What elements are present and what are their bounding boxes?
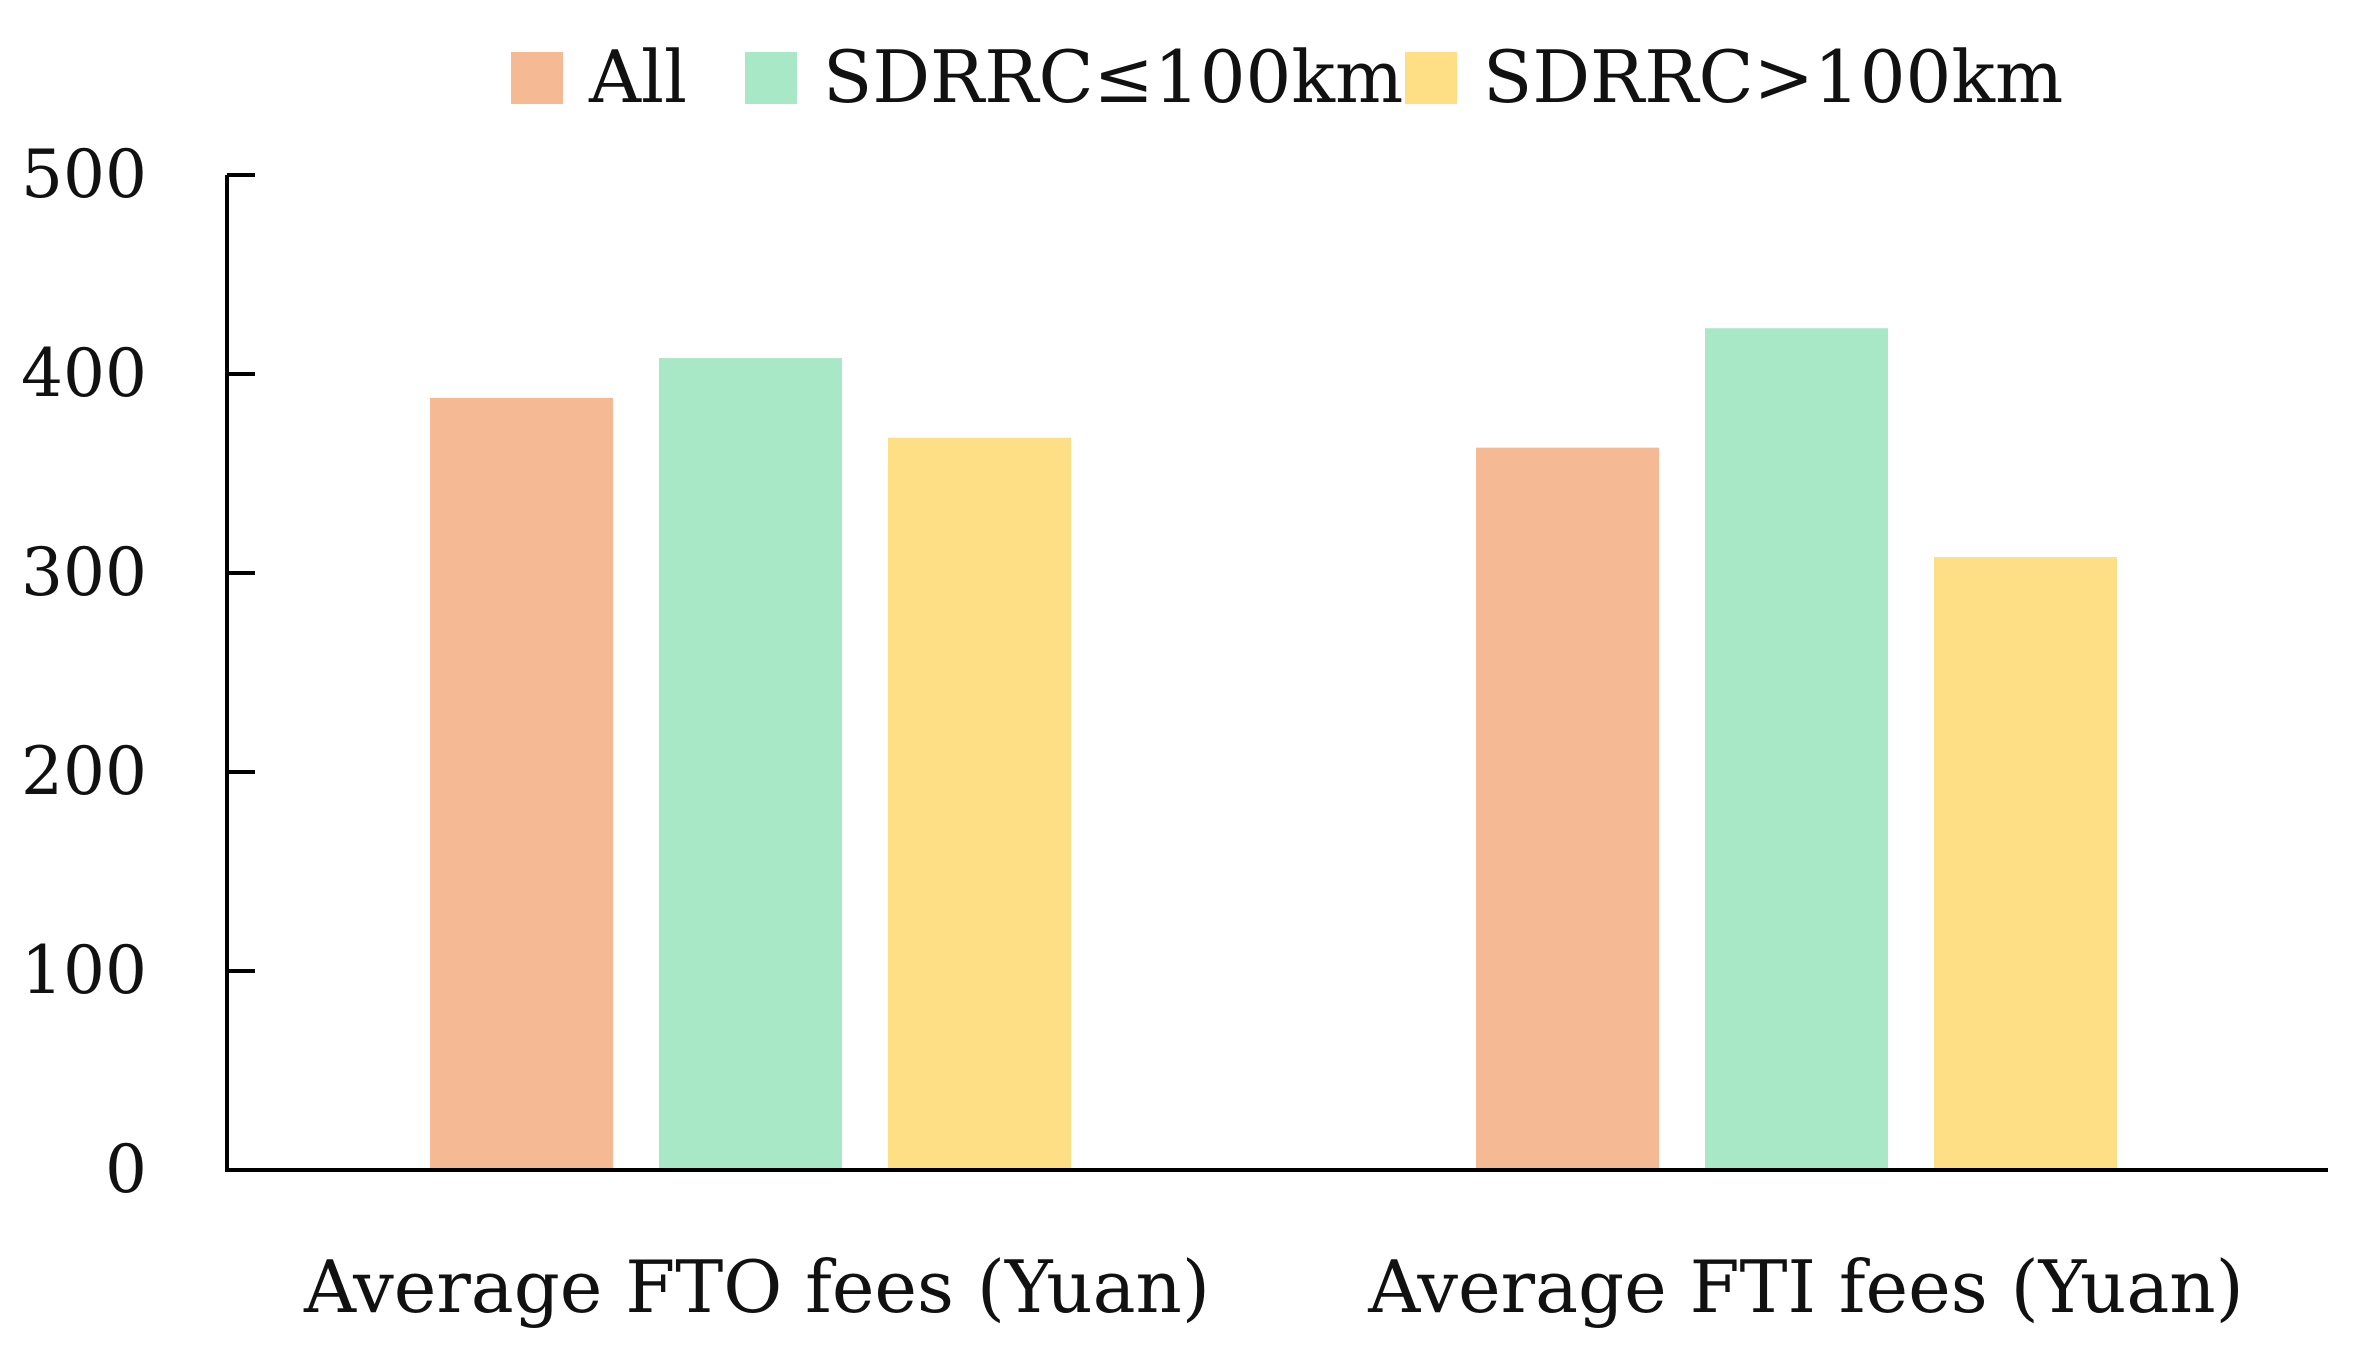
bar-sdrrc-100km-1 <box>888 437 1071 1170</box>
bar-sdrrc-100km-2 <box>1934 557 2117 1170</box>
legend-label-sdrrc-100km: SDRRC≤100km <box>823 35 1403 119</box>
legend-label-sdrrc-100km: SDRRC>100km <box>1483 35 2063 119</box>
y-tick-label: 200 <box>21 733 147 810</box>
y-ticks: 0 100 200 300 400 500 <box>21 136 255 1208</box>
legend-swatch-sdrrc-100km <box>1405 52 1457 104</box>
y-tick-label: 100 <box>21 932 147 1009</box>
bar-all-2 <box>1476 447 1659 1170</box>
y-tick-label: 0 <box>105 1131 147 1208</box>
y-tick-label: 400 <box>21 335 147 412</box>
bar-sdrrc-100km-1 <box>659 358 842 1171</box>
axes <box>225 175 2328 1172</box>
y-tick-label: 500 <box>21 136 147 213</box>
x-labels: Average FTO fees (Yuan) Average FTI fees … <box>303 1245 2244 1329</box>
x-category-label: Average FTO fees (Yuan) <box>303 1245 1210 1329</box>
legend-label-all: All <box>588 35 687 119</box>
legend-swatch-sdrrc-100km <box>745 52 797 104</box>
bars <box>430 328 2117 1171</box>
bar-sdrrc-100km-2 <box>1705 328 1888 1171</box>
legend: All SDRRC≤100km SDRRC>100km <box>511 35 2063 119</box>
bar-all-1 <box>430 397 613 1170</box>
legend-swatch-all <box>511 52 563 104</box>
y-tick-label: 300 <box>21 534 147 611</box>
x-category-label: Average FTI fees (Yuan) <box>1367 1245 2243 1329</box>
